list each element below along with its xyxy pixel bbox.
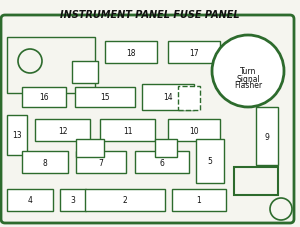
Text: 7: 7	[99, 158, 103, 167]
Text: 9: 9	[265, 132, 269, 141]
Text: 4: 4	[28, 196, 32, 205]
Bar	[76, 139, 104, 157]
Bar	[7, 38, 95, 94]
Text: Turn: Turn	[240, 67, 256, 76]
Bar	[7, 189, 53, 211]
Text: 5: 5	[208, 157, 212, 166]
Text: 12: 12	[58, 126, 67, 135]
Bar	[256, 108, 278, 165]
Circle shape	[18, 50, 42, 74]
Bar	[22, 151, 68, 173]
Text: Flasher: Flasher	[234, 81, 262, 90]
Text: 13: 13	[12, 131, 22, 140]
Bar	[135, 151, 189, 173]
Text: 3: 3	[70, 196, 75, 205]
Text: INSTRUMENT PANEL FUSE PANEL: INSTRUMENT PANEL FUSE PANEL	[60, 10, 240, 20]
Text: 18: 18	[126, 48, 136, 57]
Text: 11: 11	[123, 126, 132, 135]
Text: 17: 17	[189, 48, 199, 57]
Text: 16: 16	[39, 93, 49, 102]
Text: 2: 2	[123, 196, 128, 205]
Bar	[172, 189, 226, 211]
Text: 1: 1	[196, 196, 201, 205]
Text: 10: 10	[189, 126, 199, 135]
Text: 8: 8	[43, 158, 47, 167]
Bar	[142, 85, 194, 111]
Bar	[76, 151, 126, 173]
Bar	[100, 119, 155, 141]
Bar	[35, 119, 90, 141]
Bar	[178, 87, 200, 111]
Bar	[168, 42, 220, 64]
Circle shape	[270, 198, 292, 220]
Bar	[234, 167, 278, 195]
Bar	[155, 139, 177, 157]
Circle shape	[212, 36, 284, 108]
Text: 14: 14	[163, 93, 173, 102]
Bar	[168, 119, 220, 141]
Bar	[7, 116, 27, 155]
Bar	[85, 189, 165, 211]
Bar	[196, 139, 224, 183]
Bar	[72, 62, 98, 84]
Text: 15: 15	[100, 93, 110, 102]
FancyBboxPatch shape	[1, 16, 294, 223]
Text: 6: 6	[160, 158, 164, 167]
Text: Signal: Signal	[236, 74, 260, 83]
Bar	[60, 189, 86, 211]
Bar	[75, 88, 135, 108]
Bar	[22, 88, 66, 108]
Bar	[105, 42, 157, 64]
